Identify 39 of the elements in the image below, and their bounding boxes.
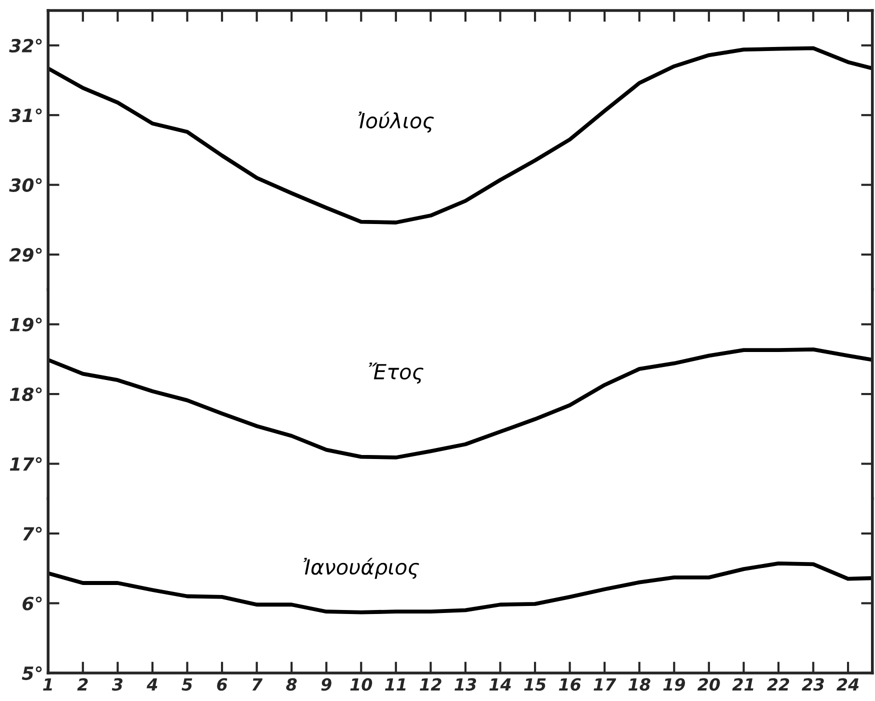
y-tick-label: 19° (10, 318, 42, 332)
x-tick-label: 1 (43, 678, 52, 690)
x-tick-label: 9 (321, 678, 332, 691)
y-tick-label: 6° (22, 596, 42, 610)
x-tick-label: 19 (663, 678, 686, 691)
y-tick-label: 17° (10, 457, 42, 471)
x-tick-label: 22 (767, 678, 790, 690)
x-tick-label: 16 (558, 678, 581, 691)
x-tick-label: 12 (420, 678, 442, 690)
x-tick-label: 23 (802, 678, 824, 691)
y-tick-label: 29° (9, 248, 42, 262)
x-tick-label: 14 (489, 678, 511, 690)
x-tick-label: 13 (454, 678, 476, 691)
text: Ἰούλιος (358, 112, 434, 133)
x-tick-label: 18 (628, 678, 650, 691)
x-tick-label: 11 (385, 678, 406, 690)
text: Ἔτος (368, 362, 424, 384)
x-tick-label: 21 (732, 678, 754, 690)
x-tick-label: 24 (836, 678, 859, 690)
x-tick-label: 3 (112, 678, 123, 691)
series-label: Ἰανουάριος (304, 558, 420, 579)
y-tick-label: 31° (9, 108, 42, 122)
y-tick-label: 30° (9, 178, 42, 192)
x-tick-label: 5 (182, 678, 192, 691)
y-tick-label: 7° (23, 526, 42, 540)
x-tick-label: 15 (524, 678, 546, 691)
x-tick-label: 2 (77, 678, 88, 690)
x-tick-label: 10 (350, 678, 372, 691)
y-tick-label: 32° (9, 38, 42, 52)
x-tick-label: 20 (697, 678, 720, 691)
x-tick-label: 8 (286, 678, 297, 691)
x-tick-label: 7 (252, 678, 263, 690)
x-tick-label: 4 (146, 678, 158, 690)
line-series (48, 46, 872, 224)
line-series (48, 347, 872, 460)
y-tick-label: 5° (22, 666, 42, 680)
x-tick-label: 17 (594, 678, 616, 690)
y-tick-label: 18° (10, 387, 42, 402)
x-tick-label: 6 (217, 678, 228, 691)
